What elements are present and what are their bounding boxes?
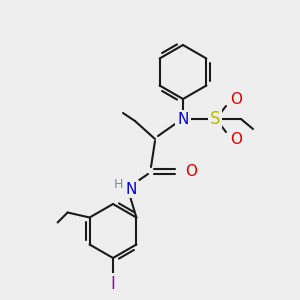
Text: N: N xyxy=(125,182,137,196)
Text: O: O xyxy=(230,131,242,146)
Text: H: H xyxy=(114,178,123,191)
Text: O: O xyxy=(185,164,197,178)
Text: O: O xyxy=(230,92,242,106)
Text: I: I xyxy=(111,275,116,293)
Text: S: S xyxy=(210,110,220,128)
Text: N: N xyxy=(177,112,189,127)
